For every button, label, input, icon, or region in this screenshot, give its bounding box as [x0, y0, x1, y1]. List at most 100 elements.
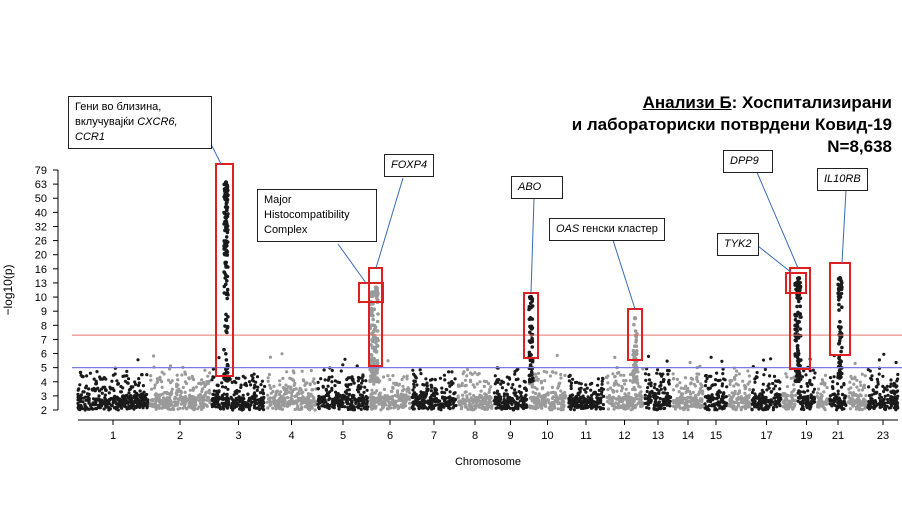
data-point [842, 396, 847, 400]
peak-point [793, 312, 797, 317]
data-point [743, 387, 747, 391]
data-point [744, 406, 748, 410]
data-point [659, 380, 663, 384]
peak-point [225, 205, 230, 210]
data-point [389, 401, 393, 405]
data-point [189, 406, 193, 410]
data-point [704, 395, 708, 399]
data-point [895, 401, 900, 405]
data-point [271, 389, 275, 394]
data-point [659, 387, 663, 391]
data-point [583, 388, 587, 392]
data-point [671, 388, 676, 392]
data-point [882, 397, 886, 401]
highlight-box-tyk2 [785, 272, 807, 294]
data-point [324, 388, 328, 392]
data-point [259, 383, 263, 387]
data-point [465, 368, 470, 372]
data-point [500, 401, 504, 405]
data-point [428, 398, 432, 402]
data-point [104, 398, 108, 402]
data-point [266, 376, 270, 380]
data-point [201, 380, 206, 385]
data-point [682, 386, 686, 391]
data-point [205, 395, 209, 399]
peak-point [226, 292, 230, 297]
data-point [278, 383, 282, 387]
data-point [698, 387, 703, 391]
data-point [470, 407, 474, 411]
data-point [350, 403, 354, 407]
data-point [628, 379, 632, 383]
data-point [686, 404, 691, 408]
data-point [784, 372, 788, 376]
data-point [253, 384, 257, 389]
data-point [412, 385, 416, 389]
data-point [429, 402, 433, 406]
data-point [231, 398, 235, 402]
data-point [548, 408, 552, 412]
data-point [377, 402, 381, 406]
data-point [188, 388, 192, 392]
peak-point [222, 284, 227, 289]
data-point [304, 388, 308, 392]
data-point [792, 399, 796, 403]
data-point [698, 397, 703, 401]
data-point [510, 397, 515, 402]
data-point [556, 401, 560, 405]
data-point [839, 385, 844, 389]
y-tick-label: 9 [41, 306, 47, 318]
data-point [785, 385, 790, 389]
data-point [896, 372, 900, 377]
data-point [800, 396, 804, 400]
data-point [488, 398, 492, 402]
data-point [468, 378, 472, 382]
data-point [502, 394, 506, 398]
data-point [554, 371, 558, 375]
data-point [429, 389, 433, 393]
data-point [136, 358, 140, 362]
data-point [840, 392, 845, 396]
data-point [885, 384, 889, 388]
data-point [459, 407, 463, 411]
data-point [661, 403, 665, 407]
data-point [840, 407, 844, 411]
data-point [155, 377, 159, 381]
data-point [812, 397, 817, 401]
data-point [806, 402, 810, 406]
data-point [508, 377, 512, 381]
data-point [667, 401, 672, 405]
data-point [136, 383, 140, 388]
data-point [644, 378, 648, 382]
data-point [560, 404, 564, 408]
data-point [224, 404, 229, 408]
data-point [421, 393, 425, 397]
data-point [815, 391, 820, 395]
data-point [317, 394, 321, 398]
data-point [694, 396, 698, 400]
data-point [855, 385, 859, 389]
data-point [369, 392, 373, 396]
data-point [412, 372, 416, 376]
data-point [769, 398, 773, 402]
data-point [519, 391, 523, 395]
data-point [495, 389, 500, 393]
highlight-box-foxp4 [368, 267, 383, 367]
data-point [762, 373, 766, 377]
data-point [183, 380, 187, 384]
data-point [98, 376, 102, 380]
data-point [485, 404, 489, 408]
data-point [149, 387, 154, 391]
data-point [746, 382, 750, 386]
data-point [823, 373, 828, 377]
data-point [474, 399, 478, 403]
data-point [615, 406, 620, 410]
x-tick-label: 13 [652, 430, 664, 442]
data-point [870, 401, 874, 405]
data-point [535, 387, 539, 391]
data-point [684, 384, 688, 388]
data-point [368, 395, 373, 399]
data-point [675, 377, 680, 381]
data-point [205, 390, 209, 394]
data-point [461, 393, 465, 397]
